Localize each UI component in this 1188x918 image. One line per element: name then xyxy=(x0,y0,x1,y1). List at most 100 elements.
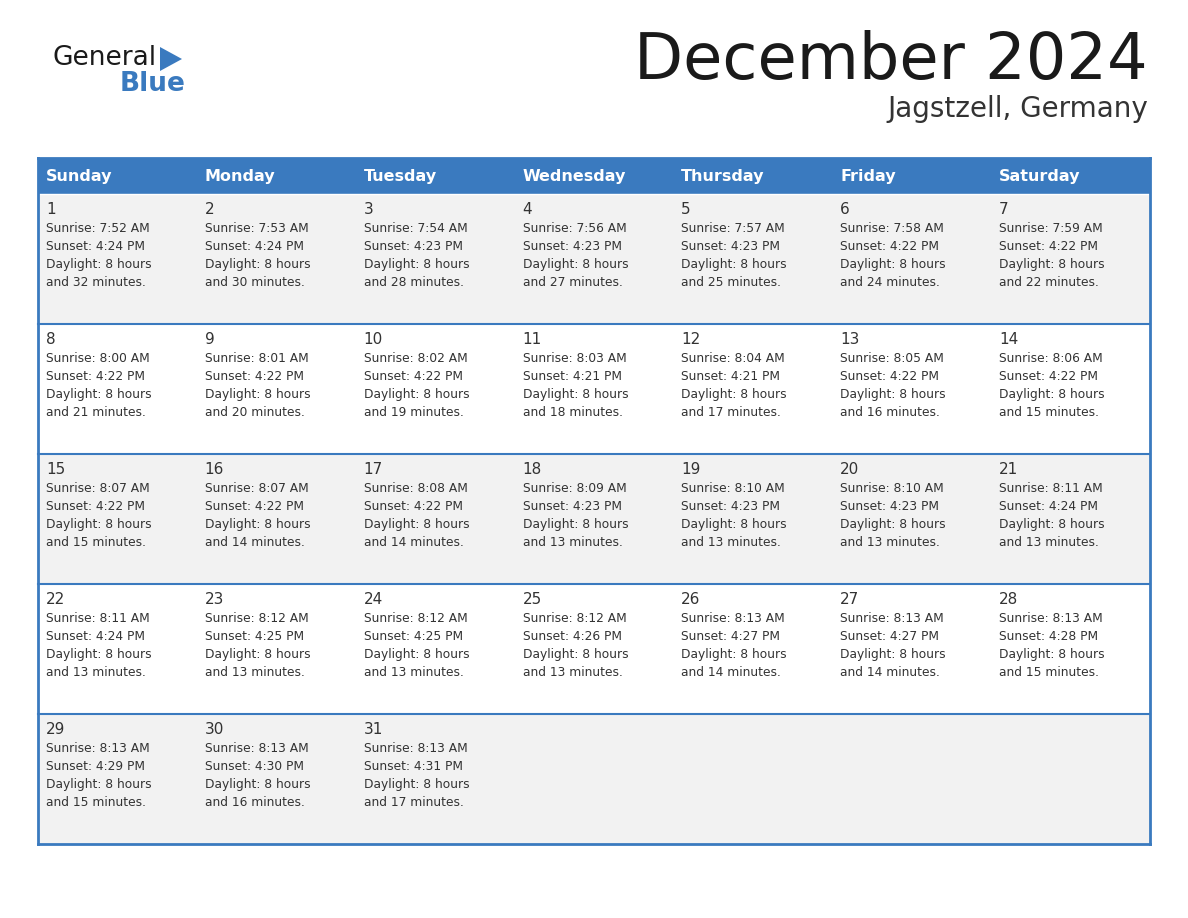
Bar xyxy=(38,194,197,324)
Text: Daylight: 8 hours: Daylight: 8 hours xyxy=(204,648,310,661)
Text: and 17 minutes.: and 17 minutes. xyxy=(364,796,463,809)
Text: and 13 minutes.: and 13 minutes. xyxy=(682,536,782,549)
Bar xyxy=(833,714,991,844)
Text: Daylight: 8 hours: Daylight: 8 hours xyxy=(682,388,786,401)
Bar xyxy=(991,324,1150,454)
Text: General: General xyxy=(52,45,156,71)
Text: Daylight: 8 hours: Daylight: 8 hours xyxy=(840,518,946,531)
Text: Blue: Blue xyxy=(120,71,185,97)
Bar xyxy=(355,714,514,844)
Text: Sunrise: 8:04 AM: Sunrise: 8:04 AM xyxy=(682,352,785,365)
Text: Sunset: 4:25 PM: Sunset: 4:25 PM xyxy=(364,630,463,643)
Text: and 16 minutes.: and 16 minutes. xyxy=(840,406,940,419)
Text: Sunrise: 7:58 AM: Sunrise: 7:58 AM xyxy=(840,222,944,235)
Text: Daylight: 8 hours: Daylight: 8 hours xyxy=(46,648,152,661)
Text: Daylight: 8 hours: Daylight: 8 hours xyxy=(682,518,786,531)
Text: 10: 10 xyxy=(364,332,383,347)
Bar xyxy=(674,158,833,194)
Text: Daylight: 8 hours: Daylight: 8 hours xyxy=(364,388,469,401)
Text: Sunrise: 8:13 AM: Sunrise: 8:13 AM xyxy=(46,742,150,755)
Text: Sunrise: 8:11 AM: Sunrise: 8:11 AM xyxy=(46,612,150,625)
Text: 22: 22 xyxy=(46,592,65,607)
Bar xyxy=(514,454,674,584)
Bar xyxy=(833,584,991,714)
Text: Daylight: 8 hours: Daylight: 8 hours xyxy=(46,258,152,271)
Text: Sunset: 4:29 PM: Sunset: 4:29 PM xyxy=(46,760,145,773)
Text: Sunrise: 8:12 AM: Sunrise: 8:12 AM xyxy=(364,612,467,625)
Text: and 14 minutes.: and 14 minutes. xyxy=(364,536,463,549)
Text: Sunset: 4:22 PM: Sunset: 4:22 PM xyxy=(204,370,304,383)
Bar xyxy=(355,454,514,584)
Text: 1: 1 xyxy=(46,202,56,217)
Text: 11: 11 xyxy=(523,332,542,347)
Text: Sunrise: 8:07 AM: Sunrise: 8:07 AM xyxy=(204,482,309,495)
Text: Sunrise: 8:07 AM: Sunrise: 8:07 AM xyxy=(46,482,150,495)
Bar xyxy=(197,324,355,454)
Text: 23: 23 xyxy=(204,592,225,607)
Text: December 2024: December 2024 xyxy=(634,30,1148,92)
Text: Sunset: 4:22 PM: Sunset: 4:22 PM xyxy=(999,240,1098,253)
Text: Sunrise: 7:53 AM: Sunrise: 7:53 AM xyxy=(204,222,309,235)
Text: 14: 14 xyxy=(999,332,1018,347)
Text: Daylight: 8 hours: Daylight: 8 hours xyxy=(523,388,628,401)
Text: and 14 minutes.: and 14 minutes. xyxy=(204,536,304,549)
Text: and 30 minutes.: and 30 minutes. xyxy=(204,276,304,289)
Text: 27: 27 xyxy=(840,592,859,607)
Polygon shape xyxy=(160,47,182,71)
Text: Daylight: 8 hours: Daylight: 8 hours xyxy=(523,518,628,531)
Text: Sunrise: 8:06 AM: Sunrise: 8:06 AM xyxy=(999,352,1102,365)
Text: Sunday: Sunday xyxy=(46,169,113,184)
Text: Sunset: 4:28 PM: Sunset: 4:28 PM xyxy=(999,630,1098,643)
Text: Sunset: 4:24 PM: Sunset: 4:24 PM xyxy=(999,500,1098,513)
Text: Sunrise: 8:13 AM: Sunrise: 8:13 AM xyxy=(682,612,785,625)
Text: Sunrise: 8:05 AM: Sunrise: 8:05 AM xyxy=(840,352,944,365)
Text: 26: 26 xyxy=(682,592,701,607)
Bar xyxy=(355,194,514,324)
Bar xyxy=(674,324,833,454)
Text: Daylight: 8 hours: Daylight: 8 hours xyxy=(204,388,310,401)
Text: Daylight: 8 hours: Daylight: 8 hours xyxy=(523,648,628,661)
Text: Daylight: 8 hours: Daylight: 8 hours xyxy=(364,778,469,791)
Text: Daylight: 8 hours: Daylight: 8 hours xyxy=(840,258,946,271)
Bar xyxy=(355,324,514,454)
Text: Sunset: 4:24 PM: Sunset: 4:24 PM xyxy=(46,240,145,253)
Bar xyxy=(514,158,674,194)
Text: Daylight: 8 hours: Daylight: 8 hours xyxy=(204,258,310,271)
Bar xyxy=(991,454,1150,584)
Text: 3: 3 xyxy=(364,202,373,217)
Text: Sunset: 4:22 PM: Sunset: 4:22 PM xyxy=(364,500,462,513)
Text: and 13 minutes.: and 13 minutes. xyxy=(840,536,940,549)
Text: 15: 15 xyxy=(46,462,65,477)
Text: and 22 minutes.: and 22 minutes. xyxy=(999,276,1099,289)
Text: 29: 29 xyxy=(46,722,65,737)
Text: and 13 minutes.: and 13 minutes. xyxy=(999,536,1099,549)
Bar xyxy=(514,714,674,844)
Text: Sunrise: 7:52 AM: Sunrise: 7:52 AM xyxy=(46,222,150,235)
Text: Tuesday: Tuesday xyxy=(364,169,437,184)
Text: Daylight: 8 hours: Daylight: 8 hours xyxy=(682,258,786,271)
Text: Sunset: 4:23 PM: Sunset: 4:23 PM xyxy=(840,500,940,513)
Text: Sunset: 4:23 PM: Sunset: 4:23 PM xyxy=(523,500,621,513)
Text: Sunrise: 8:03 AM: Sunrise: 8:03 AM xyxy=(523,352,626,365)
Text: Sunrise: 7:59 AM: Sunrise: 7:59 AM xyxy=(999,222,1102,235)
Text: and 24 minutes.: and 24 minutes. xyxy=(840,276,940,289)
Text: Sunset: 4:26 PM: Sunset: 4:26 PM xyxy=(523,630,621,643)
Text: 24: 24 xyxy=(364,592,383,607)
Text: Sunrise: 8:10 AM: Sunrise: 8:10 AM xyxy=(682,482,785,495)
Bar xyxy=(991,194,1150,324)
Text: and 27 minutes.: and 27 minutes. xyxy=(523,276,623,289)
Bar xyxy=(833,158,991,194)
Text: 16: 16 xyxy=(204,462,225,477)
Bar xyxy=(833,324,991,454)
Text: Sunrise: 8:13 AM: Sunrise: 8:13 AM xyxy=(364,742,467,755)
Text: and 13 minutes.: and 13 minutes. xyxy=(523,536,623,549)
Text: Sunset: 4:31 PM: Sunset: 4:31 PM xyxy=(364,760,462,773)
Text: 20: 20 xyxy=(840,462,859,477)
Text: Daylight: 8 hours: Daylight: 8 hours xyxy=(999,648,1105,661)
Text: 7: 7 xyxy=(999,202,1009,217)
Text: Daylight: 8 hours: Daylight: 8 hours xyxy=(999,388,1105,401)
Bar xyxy=(38,584,197,714)
Text: Jagstzell, Germany: Jagstzell, Germany xyxy=(887,95,1148,123)
Text: and 17 minutes.: and 17 minutes. xyxy=(682,406,782,419)
Bar xyxy=(514,324,674,454)
